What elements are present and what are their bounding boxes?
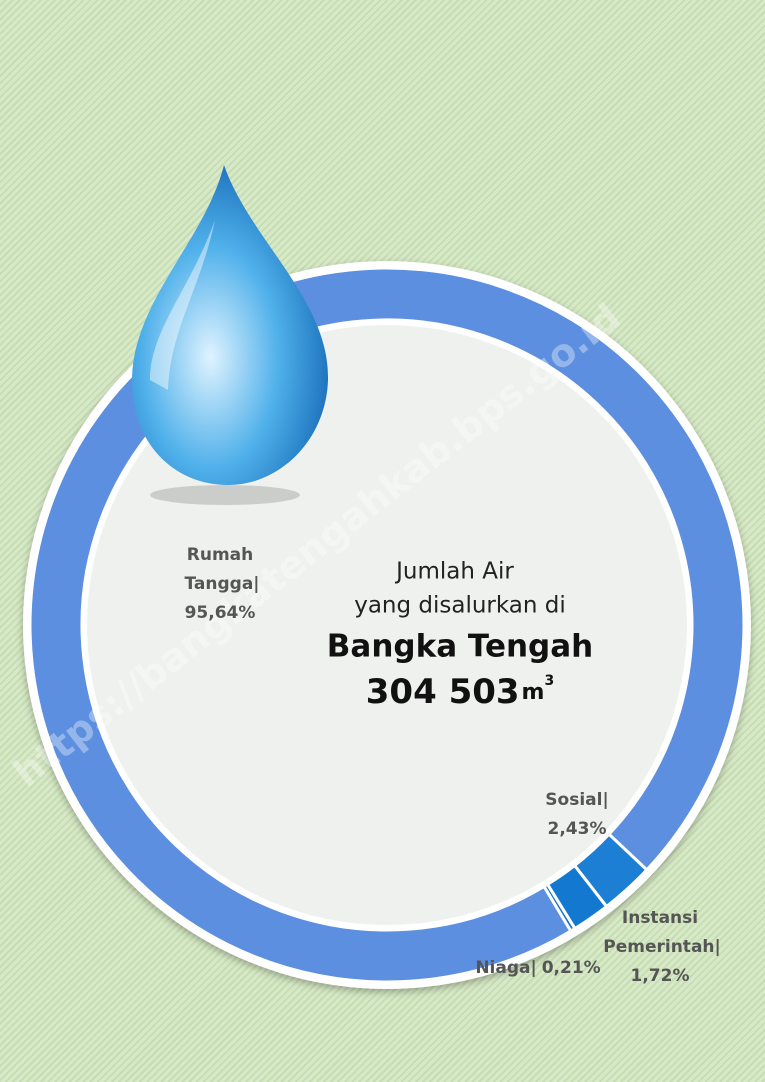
- category-label: Rumah Tangga|: [185, 545, 260, 594]
- water-drop: [131, 165, 329, 505]
- value-label: 2,43%: [548, 819, 607, 839]
- total-value: 304 503: [366, 672, 520, 712]
- value-label: 0,21%: [542, 958, 601, 978]
- donut-segment: [28, 266, 746, 984]
- title-line: Jumlah Air: [394, 559, 514, 585]
- category-label: Niaga|: [475, 958, 536, 978]
- value-label: 1,72%: [631, 966, 690, 986]
- total: 304 503m3: [366, 672, 554, 712]
- slice-label: Niaga| 0,21%: [475, 958, 600, 978]
- value-label: 95,64%: [185, 603, 256, 623]
- donut-segment: [542, 882, 577, 934]
- category-label: Sosial|: [545, 790, 608, 810]
- unit: m: [522, 680, 545, 705]
- region: Bangka Tengah: [327, 629, 593, 665]
- title-line: yang disalurkan di: [354, 593, 566, 619]
- category-label: Instansi Pemerintah|: [603, 908, 720, 957]
- unit-exponent: 3: [544, 673, 554, 689]
